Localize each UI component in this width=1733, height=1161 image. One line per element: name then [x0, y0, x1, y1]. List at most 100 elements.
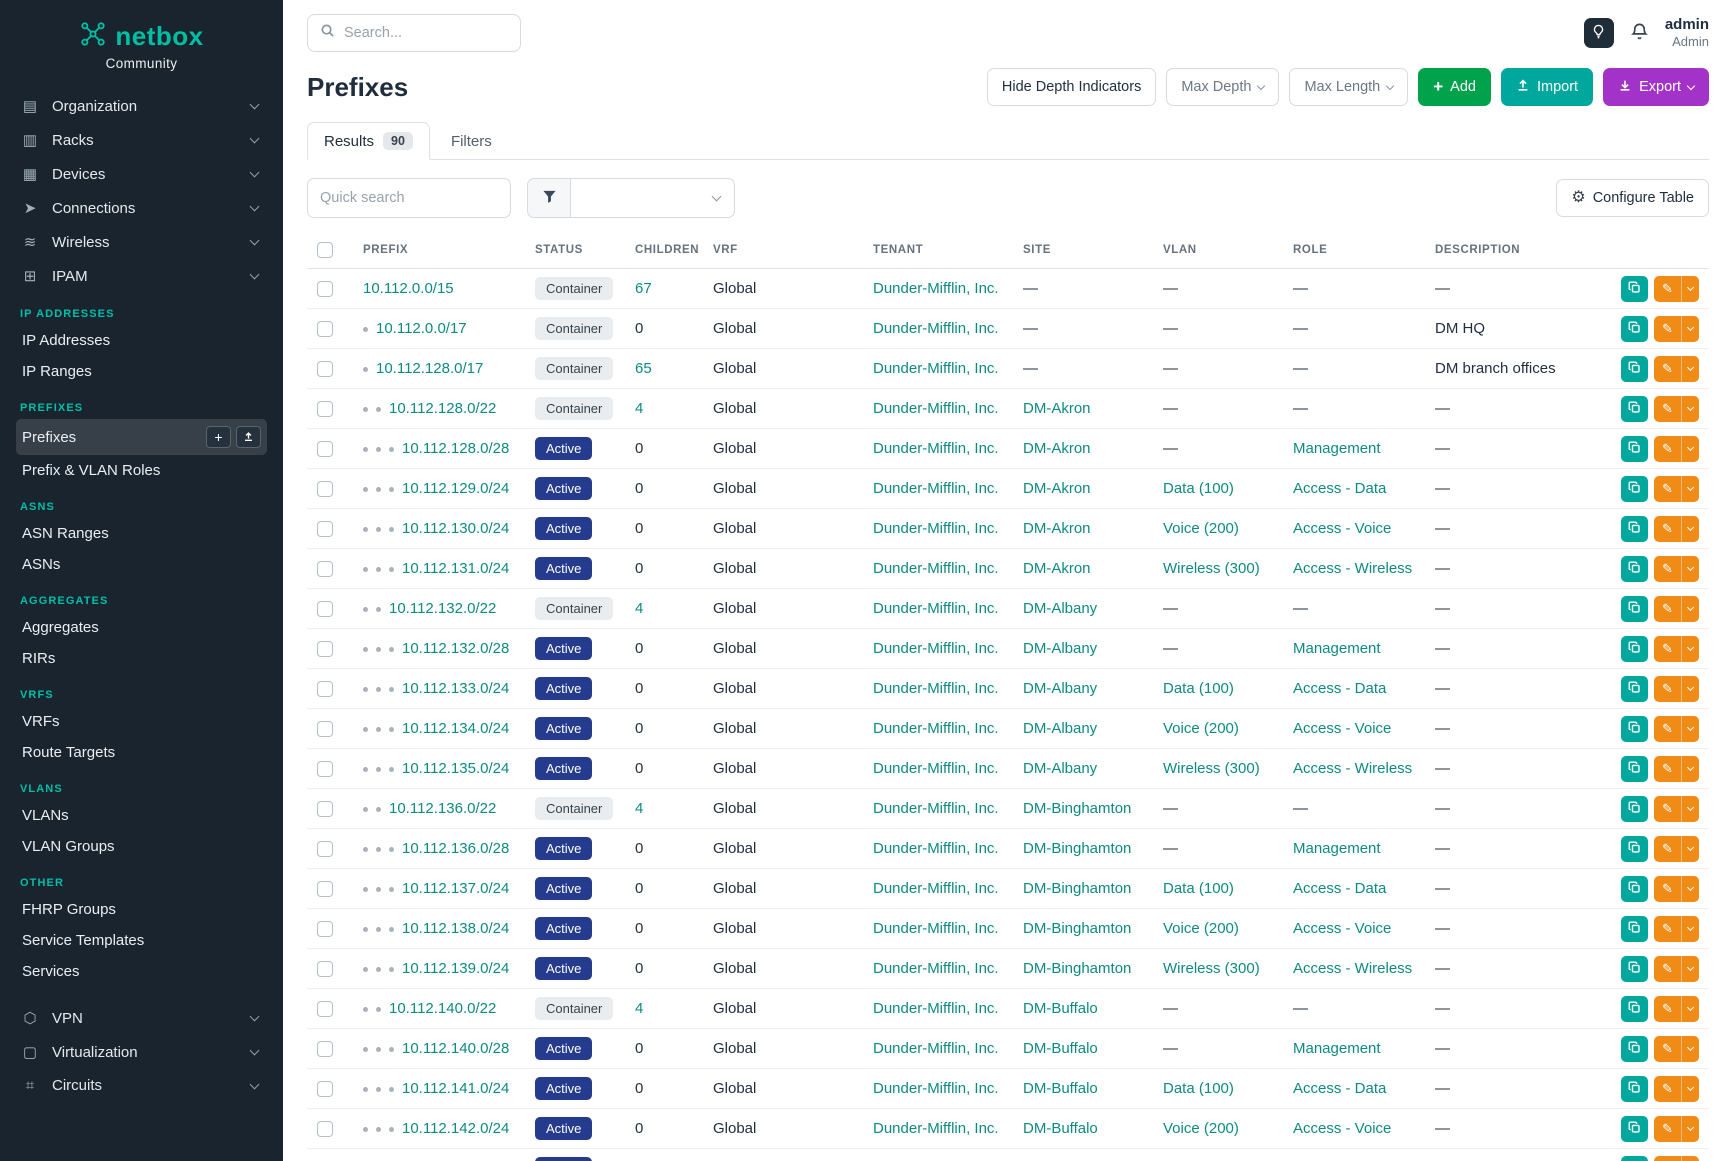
column-header-children[interactable]: CHILDREN: [625, 232, 703, 269]
row-checkbox[interactable]: [317, 401, 333, 417]
sidebar-item-organization[interactable]: ▤Organization: [16, 89, 267, 123]
sidebar-item-connections[interactable]: ➤Connections: [16, 191, 267, 225]
vlan-link[interactable]: Wireless (300): [1163, 560, 1260, 577]
prefix-link[interactable]: 10.112.136.0/22: [389, 800, 496, 817]
row-checkbox[interactable]: [317, 521, 333, 537]
children-link[interactable]: 4: [635, 800, 643, 817]
sidebar-item-virtualization[interactable]: ▢Virtualization: [16, 1035, 267, 1069]
row-checkbox[interactable]: [317, 881, 333, 897]
tenant-link[interactable]: Dunder-Mifflin, Inc.: [873, 1040, 999, 1057]
sidebar-item-ip-ranges[interactable]: IP Ranges: [16, 356, 267, 387]
brand[interactable]: netbox Community: [0, 16, 283, 81]
edit-dropdown-button[interactable]: [1681, 316, 1699, 342]
row-checkbox[interactable]: [317, 281, 333, 297]
site-link[interactable]: DM-Buffalo: [1023, 1000, 1098, 1017]
edit-dropdown-button[interactable]: [1681, 676, 1699, 702]
copy-button[interactable]: [1621, 956, 1648, 982]
edit-dropdown-button[interactable]: [1681, 276, 1699, 302]
copy-button[interactable]: [1621, 596, 1648, 622]
role-link[interactable]: Management: [1293, 440, 1381, 457]
row-checkbox[interactable]: [317, 961, 333, 977]
prefix-link[interactable]: 10.112.0.0/17: [376, 320, 467, 337]
role-link[interactable]: Access - Voice: [1293, 720, 1391, 737]
global-search[interactable]: [307, 14, 521, 52]
tenant-link[interactable]: Dunder-Mifflin, Inc.: [873, 800, 999, 817]
copy-button[interactable]: [1621, 276, 1648, 302]
edit-button[interactable]: ✎: [1654, 596, 1681, 622]
site-link[interactable]: DM-Akron: [1023, 480, 1091, 497]
edit-button[interactable]: ✎: [1654, 516, 1681, 542]
edit-button[interactable]: ✎: [1654, 756, 1681, 782]
edit-button[interactable]: ✎: [1654, 436, 1681, 462]
copy-button[interactable]: [1621, 1156, 1648, 1161]
copy-button[interactable]: [1621, 556, 1648, 582]
column-header-status[interactable]: STATUS: [525, 232, 625, 269]
sidebar-item-aggregates[interactable]: Aggregates: [16, 612, 267, 643]
edit-dropdown-button[interactable]: [1681, 876, 1699, 902]
site-link[interactable]: DM-Binghamton: [1023, 960, 1131, 977]
edit-dropdown-button[interactable]: [1681, 836, 1699, 862]
site-link[interactable]: DM-Buffalo: [1023, 1080, 1098, 1097]
copy-button[interactable]: [1621, 876, 1648, 902]
prefix-link[interactable]: 10.112.128.0/28: [402, 440, 509, 457]
row-checkbox[interactable]: [317, 1041, 333, 1057]
prefix-link[interactable]: 10.112.142.0/24: [402, 1120, 509, 1137]
edit-dropdown-button[interactable]: [1681, 556, 1699, 582]
sidebar-item-services[interactable]: Services: [16, 956, 267, 987]
tenant-link[interactable]: Dunder-Mifflin, Inc.: [873, 360, 999, 377]
role-link[interactable]: Access - Voice: [1293, 920, 1391, 937]
site-link[interactable]: DM-Binghamton: [1023, 880, 1131, 897]
column-header-prefix[interactable]: PREFIX: [353, 232, 525, 269]
role-link[interactable]: Access - Wireless: [1293, 960, 1412, 977]
row-checkbox[interactable]: [317, 361, 333, 377]
copy-button[interactable]: [1621, 316, 1648, 342]
prefix-link[interactable]: 10.112.132.0/22: [389, 600, 496, 617]
edit-button[interactable]: ✎: [1654, 1116, 1681, 1142]
prefix-link[interactable]: 10.112.138.0/24: [402, 920, 509, 937]
sidebar-item-ipam[interactable]: ⊞IPAM: [16, 259, 267, 293]
vlan-link[interactable]: Voice (200): [1163, 1120, 1239, 1137]
import-button[interactable]: Import: [1501, 68, 1593, 106]
row-checkbox[interactable]: [317, 921, 333, 937]
prefix-link[interactable]: 10.112.140.0/22: [389, 1000, 496, 1017]
edit-button[interactable]: ✎: [1654, 996, 1681, 1022]
edit-dropdown-button[interactable]: [1681, 396, 1699, 422]
quick-search-input[interactable]: [307, 178, 511, 218]
vlan-link[interactable]: Data (100): [1163, 880, 1234, 897]
row-checkbox[interactable]: [317, 441, 333, 457]
notifications-button[interactable]: [1630, 22, 1649, 44]
site-link[interactable]: DM-Akron: [1023, 520, 1091, 537]
theme-toggle-button[interactable]: [1584, 18, 1614, 48]
edit-dropdown-button[interactable]: [1681, 796, 1699, 822]
site-link[interactable]: DM-Albany: [1023, 680, 1097, 697]
saved-filter-select[interactable]: [571, 178, 735, 218]
site-link[interactable]: DM-Akron: [1023, 560, 1091, 577]
vlan-link[interactable]: Wireless (300): [1163, 760, 1260, 777]
edit-button[interactable]: ✎: [1654, 356, 1681, 382]
prefix-link[interactable]: 10.112.139.0/24: [402, 960, 509, 977]
tenant-link[interactable]: Dunder-Mifflin, Inc.: [873, 720, 999, 737]
row-checkbox[interactable]: [317, 601, 333, 617]
sidebar-item-asn-ranges[interactable]: ASN Ranges: [16, 518, 267, 549]
tenant-link[interactable]: Dunder-Mifflin, Inc.: [873, 960, 999, 977]
site-link[interactable]: DM-Akron: [1023, 440, 1091, 457]
edit-dropdown-button[interactable]: [1681, 1036, 1699, 1062]
edit-button[interactable]: ✎: [1654, 396, 1681, 422]
column-header-description[interactable]: DESCRIPTION: [1425, 232, 1575, 269]
sidebar-item-wireless[interactable]: ≋Wireless: [16, 225, 267, 259]
sidebar-item-vpn[interactable]: ⬡VPN: [16, 1001, 267, 1035]
row-checkbox[interactable]: [317, 641, 333, 657]
filter-button[interactable]: [527, 178, 571, 218]
row-checkbox[interactable]: [317, 841, 333, 857]
edit-dropdown-button[interactable]: [1681, 636, 1699, 662]
vlan-link[interactable]: Voice (200): [1163, 920, 1239, 937]
edit-dropdown-button[interactable]: [1681, 516, 1699, 542]
copy-button[interactable]: [1621, 756, 1648, 782]
sidebar-item-devices[interactable]: ▦Devices: [16, 157, 267, 191]
vlan-link[interactable]: Data (100): [1163, 1080, 1234, 1097]
row-checkbox[interactable]: [317, 1081, 333, 1097]
children-link[interactable]: 67: [635, 280, 652, 297]
tenant-link[interactable]: Dunder-Mifflin, Inc.: [873, 600, 999, 617]
site-link[interactable]: DM-Buffalo: [1023, 1040, 1098, 1057]
edit-dropdown-button[interactable]: [1681, 756, 1699, 782]
